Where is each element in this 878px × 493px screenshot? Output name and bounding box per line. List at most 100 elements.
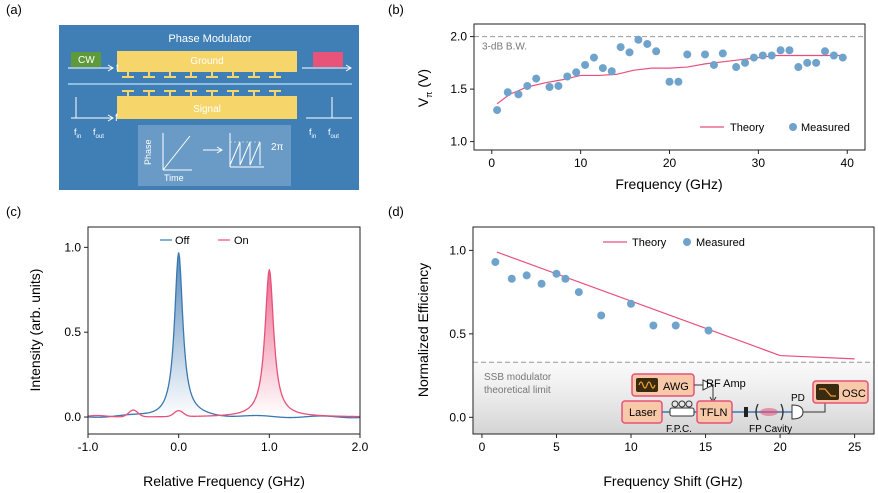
ground-tooth-stem (169, 72, 171, 77)
c-off-fill (88, 252, 360, 418)
b-xtick-label: 20 (663, 156, 677, 170)
b-measured-point (683, 50, 692, 59)
d-measured-point (597, 311, 606, 320)
ground-electrode (117, 51, 297, 72)
c-legend-off: Off (175, 235, 190, 247)
rf-amp-icon (702, 379, 715, 391)
b-measured-point (554, 81, 563, 90)
ground-tooth-pad (164, 76, 176, 78)
b-xtick-label: 0 (488, 156, 495, 170)
d-x-axis-title: Frequency Shift (GHz) (603, 473, 742, 489)
signal-tooth-stem (274, 91, 276, 96)
fin-label-output: fin (309, 127, 316, 140)
cw-input-pulse (71, 52, 101, 67)
b-theory-line (496, 54, 844, 105)
fpc-paddle-1 (671, 400, 679, 408)
d-measured-point (649, 321, 658, 330)
fout-label-output: fout (328, 127, 339, 140)
signal-tooth-pad (248, 90, 260, 92)
d-xtick-label: 20 (773, 440, 787, 454)
d-measured-point (671, 321, 680, 330)
d-measured-point (627, 299, 636, 308)
c-xtick-label: 2.0 (352, 440, 369, 454)
c-xtick-label: -1.0 (78, 440, 99, 454)
d-legend-measured-swatch (683, 238, 691, 246)
b-measured-point (803, 58, 812, 67)
output-pulse (313, 52, 343, 67)
d-xtick-label: 15 (699, 440, 713, 454)
c-legend-on: On (234, 235, 249, 247)
b-3db-label: 3-dB B.W. (482, 42, 527, 53)
normalized-efficiency-chart: 0 5 10 15 20 25 0.0 0.5 1.0 SSB modulator theore… (415, 226, 875, 489)
b-measured-point (523, 81, 532, 90)
b-theory-series (496, 54, 844, 105)
b-measured-point (607, 67, 616, 76)
d-limit-label-line1: SSB modulator (484, 372, 552, 383)
photodetector-icon (791, 404, 804, 420)
b-measured-series (493, 35, 847, 115)
ground-tooth-pad (185, 76, 197, 78)
c-plot-frame (87, 226, 361, 435)
rf-amp-label: RF Amp (706, 378, 746, 390)
b-measured-point (503, 88, 512, 97)
ground-tooth-stem (274, 72, 276, 77)
d-legend: Theory Measured (603, 237, 745, 249)
b-ytick-label: 2.0 (450, 30, 467, 44)
time-axis-arrow (107, 64, 114, 72)
d-ytick-label: 1.0 (449, 243, 466, 257)
fpc-icon (669, 407, 695, 417)
b-measured-point (674, 77, 683, 86)
d-xtick-label: 5 (553, 440, 560, 454)
signal-label: Signal (193, 104, 221, 115)
b-measured-point (794, 63, 803, 72)
freq-axis-arrow (107, 114, 114, 122)
d-ytick-label: 0.5 (449, 327, 466, 341)
c-spectrum-lines (87, 252, 361, 419)
isolator-icon (744, 407, 748, 417)
signal-tooth-pad (143, 90, 155, 92)
b-legend-measured-swatch (789, 123, 797, 131)
ground-tooth-pad (206, 76, 218, 78)
fpc-paddle-3 (685, 400, 693, 408)
b-measured-point (572, 68, 581, 77)
d-ytick-label: 0.0 (449, 410, 466, 424)
b-ytick-label: 1.5 (450, 82, 467, 96)
ground-tooth-stem (211, 72, 213, 77)
d-measured-point (574, 288, 583, 297)
pd-label: PD (791, 393, 805, 404)
signal-tooth-pad (185, 90, 197, 92)
ground-tooth-stem (127, 72, 129, 77)
fp-cavity-label: FP Cavity (749, 424, 792, 435)
freq-axis-label: f (115, 113, 118, 124)
d-y-axis-title: Normalized Efficiency (415, 263, 431, 397)
c-ytick-label: 1.0 (64, 240, 81, 254)
fout-label-input: fout (93, 127, 104, 140)
b-xtick-label: 30 (752, 156, 766, 170)
ground-tooth-pad (248, 76, 260, 78)
fpc-paddle-2 (678, 400, 686, 408)
d-plot-frame (472, 226, 875, 435)
b-measured-point (514, 90, 523, 99)
b-axes-ticks: 0 10 20 30 40 1.0 1.5 2.0 (450, 30, 854, 170)
b-measured-point (776, 46, 785, 55)
c-legend: Off On (160, 235, 249, 247)
b-measured-point (625, 48, 634, 57)
c-axes-ticks: -1.0 0.0 1.0 2.0 0.0 0.5 1.0 (64, 240, 368, 454)
b-measured-point (563, 72, 572, 81)
b-measured-point (634, 35, 643, 44)
b-measured-point (741, 58, 750, 67)
experimental-setup-diagram: AWG RF Amp Laser F.P.C. TFLN FP Cavity P… (621, 373, 869, 435)
b-xtick-label: 10 (574, 156, 588, 170)
output-time-arrow (345, 64, 352, 72)
b-ytick-label: 1.0 (450, 135, 467, 149)
ground-tooth-stem (190, 72, 192, 77)
b-measured-point (767, 51, 776, 60)
b-measured-point (652, 47, 661, 56)
c-off-line (87, 252, 361, 419)
osc-label: OSC (842, 388, 866, 400)
b-xtick-label: 40 (841, 156, 855, 170)
signal-tooth-stem (211, 91, 213, 96)
ground-label: Ground (190, 56, 223, 67)
ground-tooth-stem (148, 72, 150, 77)
